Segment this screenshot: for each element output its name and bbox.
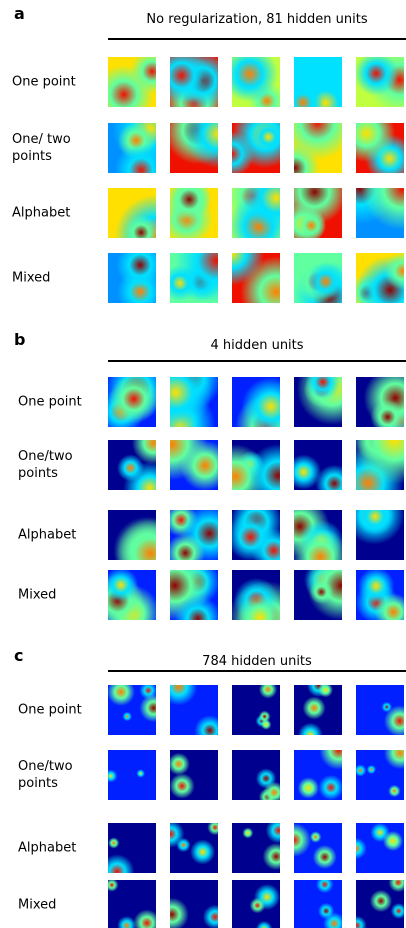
heatmap-tile	[356, 123, 404, 173]
heatmap-tile	[170, 880, 218, 928]
heatmap-tile	[356, 440, 404, 490]
heatmap-tile	[294, 510, 342, 560]
heatmap-tile	[232, 823, 280, 873]
title-rule	[108, 38, 406, 40]
heatmap-tile	[170, 253, 218, 303]
heatmap-tile	[170, 685, 218, 735]
panel-letter: b	[14, 330, 25, 349]
heatmap-tile	[108, 750, 156, 800]
heatmap-tile	[232, 570, 280, 620]
heatmap-tile	[108, 377, 156, 427]
title-rule	[108, 670, 406, 672]
panel-title: 4 hidden units	[108, 338, 406, 353]
heatmap-tile	[108, 123, 156, 173]
heatmap-tile	[108, 57, 156, 107]
panel-title: 784 hidden units	[108, 654, 406, 669]
heatmap-tile	[356, 188, 404, 238]
heatmap-tile	[294, 57, 342, 107]
heatmap-tile	[108, 570, 156, 620]
heatmap-tile	[170, 823, 218, 873]
heatmap-tile	[170, 750, 218, 800]
heatmap-tile	[232, 685, 280, 735]
row-label: One point	[18, 702, 98, 719]
heatmap-tile	[108, 823, 156, 873]
heatmap-tile	[356, 570, 404, 620]
row-label: Alphabet	[12, 205, 92, 222]
heatmap-tile	[108, 440, 156, 490]
heatmap-tile	[294, 685, 342, 735]
heatmap-tile	[170, 123, 218, 173]
row-label: One/two points	[18, 448, 98, 482]
heatmap-tile	[294, 880, 342, 928]
heatmap-tile	[356, 253, 404, 303]
heatmap-tile	[232, 750, 280, 800]
heatmap-tile	[232, 253, 280, 303]
heatmap-tile	[232, 123, 280, 173]
heatmap-tile	[356, 823, 404, 873]
heatmap-tile	[356, 57, 404, 107]
heatmap-tile	[170, 570, 218, 620]
row-label: Mixed	[18, 897, 98, 914]
heatmap-tile	[356, 377, 404, 427]
panel-title: No regularization, 81 hidden units	[108, 12, 406, 27]
heatmap-tile	[294, 570, 342, 620]
heatmap-tile	[356, 750, 404, 800]
heatmap-tile	[108, 880, 156, 928]
heatmap-tile	[108, 188, 156, 238]
heatmap-tile	[356, 510, 404, 560]
heatmap-tile	[294, 440, 342, 490]
heatmap-tile	[170, 377, 218, 427]
heatmap-tile	[108, 685, 156, 735]
panel-letter: c	[14, 646, 23, 665]
heatmap-tile	[170, 440, 218, 490]
heatmap-tile	[294, 377, 342, 427]
title-rule	[108, 360, 406, 362]
heatmap-tile	[232, 880, 280, 928]
heatmap-tile	[108, 510, 156, 560]
heatmap-tile	[294, 823, 342, 873]
row-label: One point	[18, 394, 98, 411]
heatmap-tile	[232, 510, 280, 560]
heatmap-tile	[356, 685, 404, 735]
heatmap-tile	[232, 57, 280, 107]
heatmap-tile	[232, 377, 280, 427]
row-label: One/ two points	[12, 131, 92, 165]
heatmap-tile	[170, 188, 218, 238]
row-label: Mixed	[12, 270, 92, 287]
heatmap-tile	[232, 440, 280, 490]
row-label: Alphabet	[18, 840, 98, 857]
row-label: Mixed	[18, 587, 98, 604]
heatmap-tile	[294, 253, 342, 303]
figure: a No regularization, 81 hidden units One p…	[0, 0, 406, 928]
heatmap-tile	[294, 188, 342, 238]
heatmap-tile	[294, 750, 342, 800]
row-label: Alphabet	[18, 527, 98, 544]
panel-letter: a	[14, 4, 25, 23]
row-label: One/two points	[18, 758, 98, 792]
heatmap-tile	[170, 57, 218, 107]
row-label: One point	[12, 74, 92, 91]
heatmap-tile	[108, 253, 156, 303]
heatmap-tile	[170, 510, 218, 560]
heatmap-tile	[232, 188, 280, 238]
heatmap-tile	[294, 123, 342, 173]
heatmap-tile	[356, 880, 404, 928]
